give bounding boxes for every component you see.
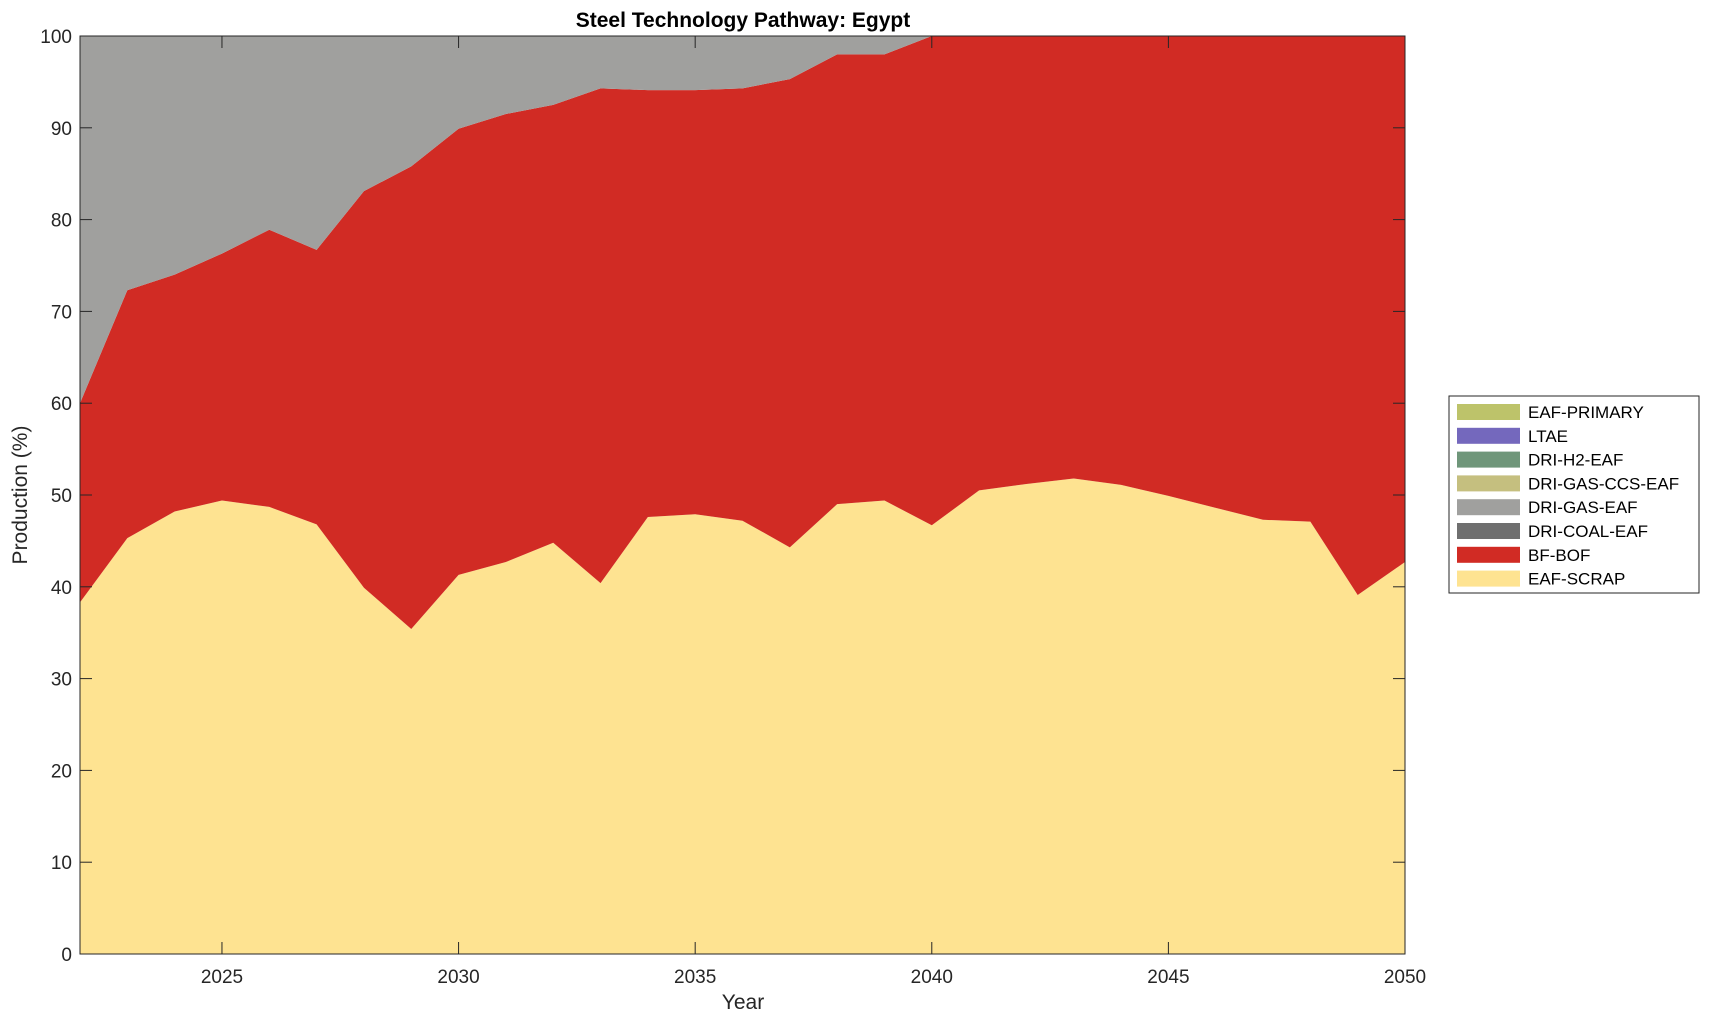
x-axis: 2025 2030 2035 2040 2045 2050	[201, 36, 1426, 988]
x-tick-label-2050: 2050	[1384, 967, 1426, 988]
y-tick-label-90: 90	[51, 119, 72, 140]
legend-swatch-ltae	[1457, 427, 1520, 444]
legend: EAF-PRIMARY LTAE DRI-H2-EAF DRI-GAS-CCS-EAF…	[1448, 395, 1700, 594]
y-tick-label-0: 0	[61, 945, 72, 966]
x-tick-label-2030: 2030	[437, 967, 479, 988]
legend-item-dri-gas-ccs-eaf: DRI-GAS-CCS-EAF	[1457, 474, 1679, 493]
x-tick-label-2045: 2045	[1147, 967, 1189, 988]
y-axis: 0 10 20 30 40 50 60 70 80 90 100	[40, 27, 1405, 966]
legend-label-dri-gas-eaf: DRI-GAS-EAF	[1528, 498, 1638, 517]
legend-item-eaf-scrap: EAF-SCRAP	[1457, 570, 1625, 589]
y-tick-label-50: 50	[51, 486, 72, 507]
y-tick-label-20: 20	[51, 761, 72, 782]
y-tick-label-80: 80	[51, 211, 72, 232]
legend-item-eaf-primary: EAF-PRIMARY	[1457, 403, 1644, 422]
y-tick-label-40: 40	[51, 578, 72, 599]
legend-item-dri-h2-eaf: DRI-H2-EAF	[1457, 451, 1623, 470]
legend-label-eaf-primary: EAF-PRIMARY	[1528, 403, 1644, 422]
legend-swatch-eaf-primary	[1457, 404, 1520, 420]
legend-label-dri-h2-eaf: DRI-H2-EAF	[1528, 451, 1623, 470]
legend-swatch-dri-gas-ccs-eaf	[1457, 475, 1520, 492]
y-tick-label-10: 10	[51, 853, 72, 874]
x-axis-title: Year	[722, 991, 764, 1014]
area-eaf-scrap	[80, 478, 1405, 954]
y-tick-label-30: 30	[51, 670, 72, 691]
legend-label-eaf-scrap: EAF-SCRAP	[1528, 570, 1625, 589]
legend-swatch-dri-coal-eaf	[1457, 523, 1520, 539]
legend-item-ltae: LTAE	[1457, 427, 1568, 446]
area-dri-gas-eaf	[80, 36, 1405, 404]
y-tick-label-70: 70	[51, 302, 72, 323]
legend-item-dri-gas-eaf: DRI-GAS-EAF	[1457, 498, 1638, 517]
legend-swatch-bf-bof	[1457, 546, 1520, 563]
legend-label-bf-bof: BF-BOF	[1528, 546, 1590, 565]
legend-swatch-dri-gas-eaf	[1457, 499, 1520, 516]
legend-items: EAF-PRIMARY LTAE DRI-H2-EAF DRI-GAS-CCS-EAF…	[1457, 403, 1679, 589]
chart-title: Steel Technology Pathway: Egypt	[576, 9, 911, 32]
x-tick-label-2040: 2040	[911, 967, 953, 988]
y-axis-title: Production (%)	[9, 426, 32, 565]
plot-areas	[80, 36, 1405, 954]
legend-label-dri-coal-eaf: DRI-COAL-EAF	[1528, 522, 1648, 541]
legend-item-dri-coal-eaf: DRI-COAL-EAF	[1457, 522, 1648, 541]
legend-label-ltae: LTAE	[1528, 427, 1568, 446]
x-tick-label-2035: 2035	[674, 967, 716, 988]
area-bf-bof	[80, 36, 1405, 630]
y-tick-label-100: 100	[40, 27, 72, 48]
y-tick-label-60: 60	[51, 394, 72, 415]
legend-item-bf-bof: BF-BOF	[1457, 546, 1590, 565]
legend-swatch-dri-h2-eaf	[1457, 451, 1520, 468]
legend-swatch-eaf-scrap	[1457, 570, 1520, 587]
x-tick-label-2025: 2025	[201, 967, 243, 988]
legend-label-dri-gas-ccs-eaf: DRI-GAS-CCS-EAF	[1528, 474, 1679, 493]
